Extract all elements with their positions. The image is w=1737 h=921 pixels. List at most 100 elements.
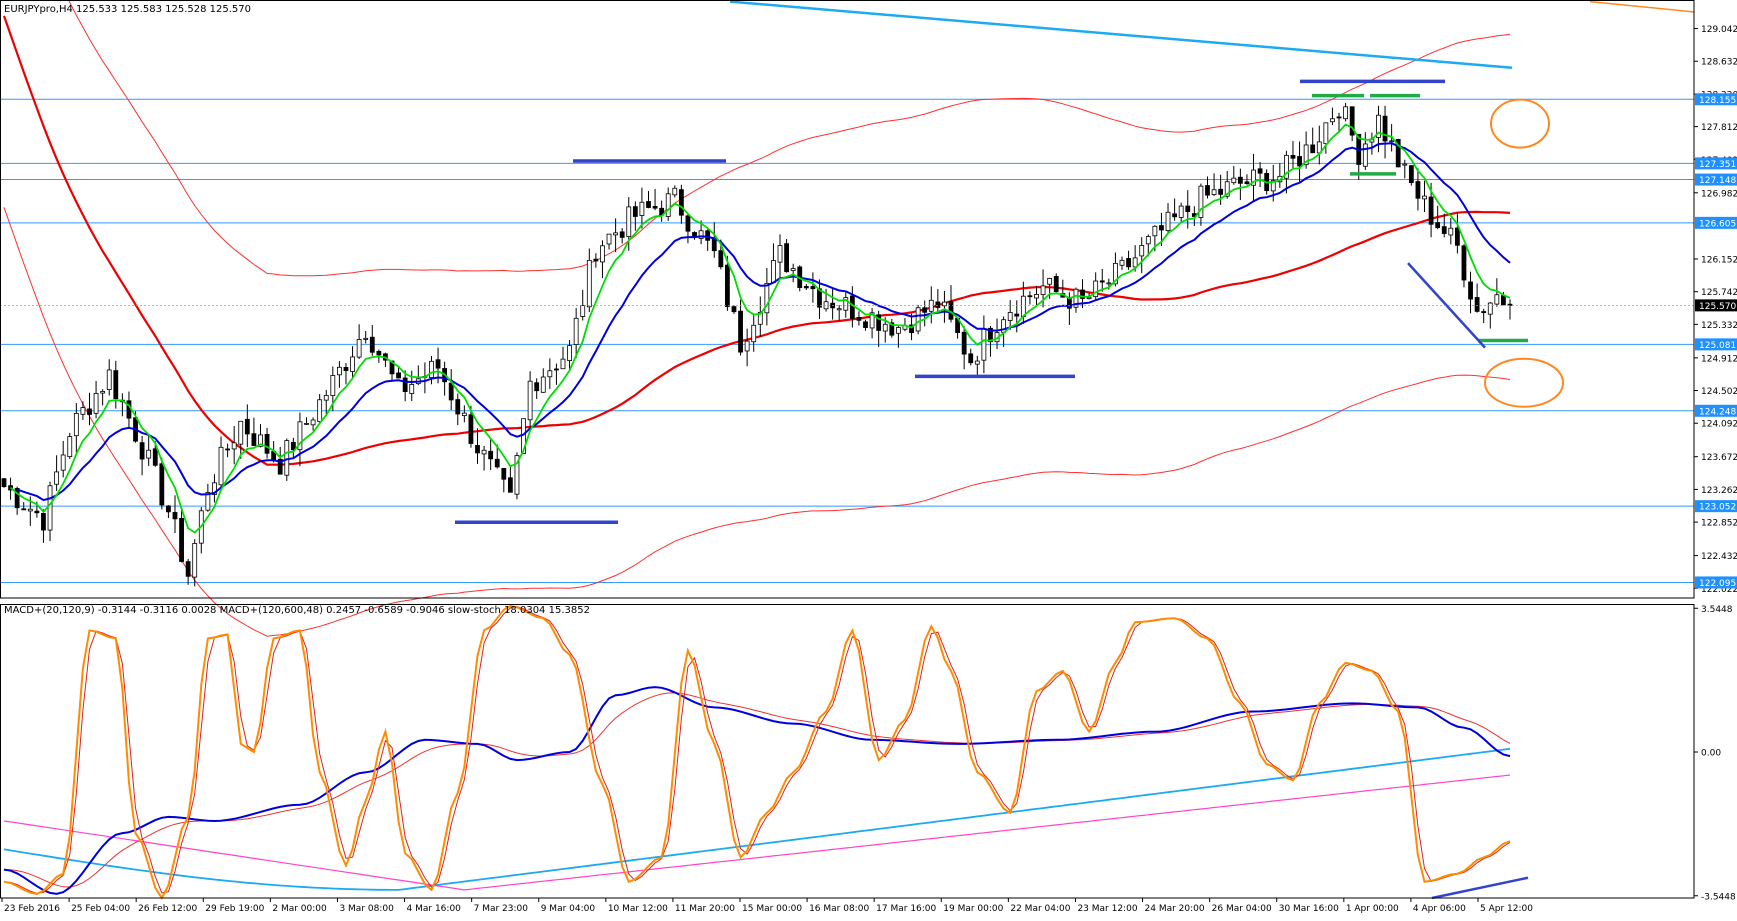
candle-body-104	[686, 216, 690, 231]
candle-body-24	[160, 464, 164, 505]
candle-body-29	[193, 543, 197, 577]
price-tick-label-7: 125.742	[1701, 288, 1737, 298]
candle-body-213	[1403, 164, 1407, 165]
candle-body-112	[739, 311, 743, 352]
candle-body-83	[548, 371, 552, 377]
candle-body-69	[456, 400, 460, 414]
candle-body-33	[219, 447, 223, 484]
candle-body-60	[397, 373, 401, 378]
candle-body-85	[561, 359, 565, 369]
candle-body-26	[173, 512, 177, 518]
candle-body-22	[147, 450, 151, 458]
indicator-header: MACD+(20,120,9) -0.3144 -0.3116 0.0028 M…	[4, 605, 590, 616]
candle-body-5	[35, 511, 39, 513]
time-tick-label-18: 26 Mar 04:00	[1212, 904, 1272, 914]
candle-body-220	[1449, 228, 1453, 235]
level-label-1: 127.351	[1699, 160, 1736, 170]
candle-body-172	[1133, 258, 1137, 267]
candle-body-95	[627, 207, 631, 237]
candle-body-53	[351, 357, 355, 372]
candle-body-110	[725, 265, 729, 306]
candle-body-210	[1383, 116, 1387, 141]
candle-body-158	[1041, 286, 1045, 295]
candle-body-141	[929, 300, 933, 311]
candle-body-142	[936, 302, 940, 308]
candle-body-38	[252, 434, 256, 446]
level-label-3: 126.605	[1699, 219, 1736, 229]
candle-body-214	[1409, 166, 1413, 183]
candle-body-170	[1120, 260, 1124, 265]
candle-body-109	[719, 251, 723, 267]
candle-body-222	[1462, 246, 1466, 280]
candle-body-16	[107, 370, 111, 390]
candle-body-11	[74, 413, 78, 435]
candle-body-98	[646, 201, 650, 207]
candle-body-7	[48, 486, 52, 530]
current-price-label: 125.570	[1699, 302, 1736, 312]
candle-body-187	[1232, 178, 1236, 183]
price-tick-label-13: 123.262	[1701, 486, 1737, 496]
candle-body-9	[61, 455, 65, 470]
candle-body-15	[101, 391, 105, 393]
candle-body-43	[285, 441, 289, 476]
candle-body-165	[1087, 298, 1091, 299]
candle-body-55	[364, 338, 368, 339]
candle-body-82	[541, 377, 545, 392]
candle-body-122	[804, 286, 808, 287]
candle-body-201	[1324, 123, 1328, 144]
candle-body-77	[508, 478, 512, 492]
candle-body-203	[1337, 117, 1341, 118]
candle-body-147	[969, 354, 973, 363]
time-tick-label-14: 19 Mar 00:00	[943, 904, 1003, 914]
candle-body-21	[140, 443, 144, 459]
candle-body-89	[587, 260, 591, 306]
candle-body-6	[41, 513, 45, 530]
candle-body-182	[1199, 186, 1203, 217]
candle-body-117	[771, 261, 775, 283]
candle-body-80	[528, 381, 532, 420]
price-tick-label-5: 126.982	[1701, 189, 1737, 199]
candle-body-136	[896, 328, 900, 334]
candle-body-99	[653, 206, 657, 208]
candle-body-196	[1291, 155, 1295, 158]
time-tick-label-13: 17 Mar 16:00	[876, 904, 936, 914]
candle-body-224	[1475, 297, 1479, 311]
indicator-tick-label-0: 3.5448	[1701, 605, 1733, 615]
time-tick-label-17: 24 Mar 20:00	[1145, 904, 1205, 914]
candle-body-88	[581, 306, 585, 317]
candle-body-218	[1436, 223, 1440, 228]
candle-body-68	[449, 383, 453, 400]
level-label-5: 124.248	[1699, 407, 1736, 417]
candle-body-215	[1416, 182, 1420, 199]
candle-body-54	[357, 339, 361, 357]
candle-body-197	[1298, 156, 1302, 165]
candle-body-179	[1179, 206, 1183, 217]
candle-body-217	[1429, 197, 1433, 224]
candle-body-119	[785, 244, 789, 272]
price-tick-label-12: 123.672	[1701, 453, 1737, 463]
candle-body-87	[574, 318, 578, 344]
candle-body-207	[1363, 144, 1367, 166]
level-label-4: 125.081	[1699, 341, 1736, 351]
time-tick-label-8: 9 Mar 04:00	[541, 904, 596, 914]
candle-body-28	[186, 562, 190, 577]
candle-body-160	[1054, 276, 1058, 291]
candle-body-108	[712, 239, 716, 251]
candle-body-75	[495, 459, 499, 467]
time-tick-label-20: 1 Apr 00:00	[1346, 904, 1399, 914]
candle-body-93	[614, 233, 618, 235]
candle-body-225	[1482, 312, 1486, 313]
candle-body-144	[949, 301, 953, 319]
price-tick-label-11: 124.092	[1701, 420, 1737, 430]
price-tick-label-0: 129.042	[1701, 25, 1737, 35]
candle-body-94	[620, 232, 624, 238]
candle-body-130	[857, 317, 861, 320]
time-tick-label-4: 2 Mar 00:00	[272, 904, 327, 914]
candle-body-123	[811, 287, 815, 289]
candle-body-189	[1245, 182, 1249, 184]
candle-body-71	[469, 415, 473, 444]
candle-body-226	[1488, 303, 1492, 314]
candle-body-199	[1311, 145, 1315, 153]
candle-body-10	[68, 437, 72, 457]
time-tick-label-9: 10 Mar 12:00	[608, 904, 668, 914]
